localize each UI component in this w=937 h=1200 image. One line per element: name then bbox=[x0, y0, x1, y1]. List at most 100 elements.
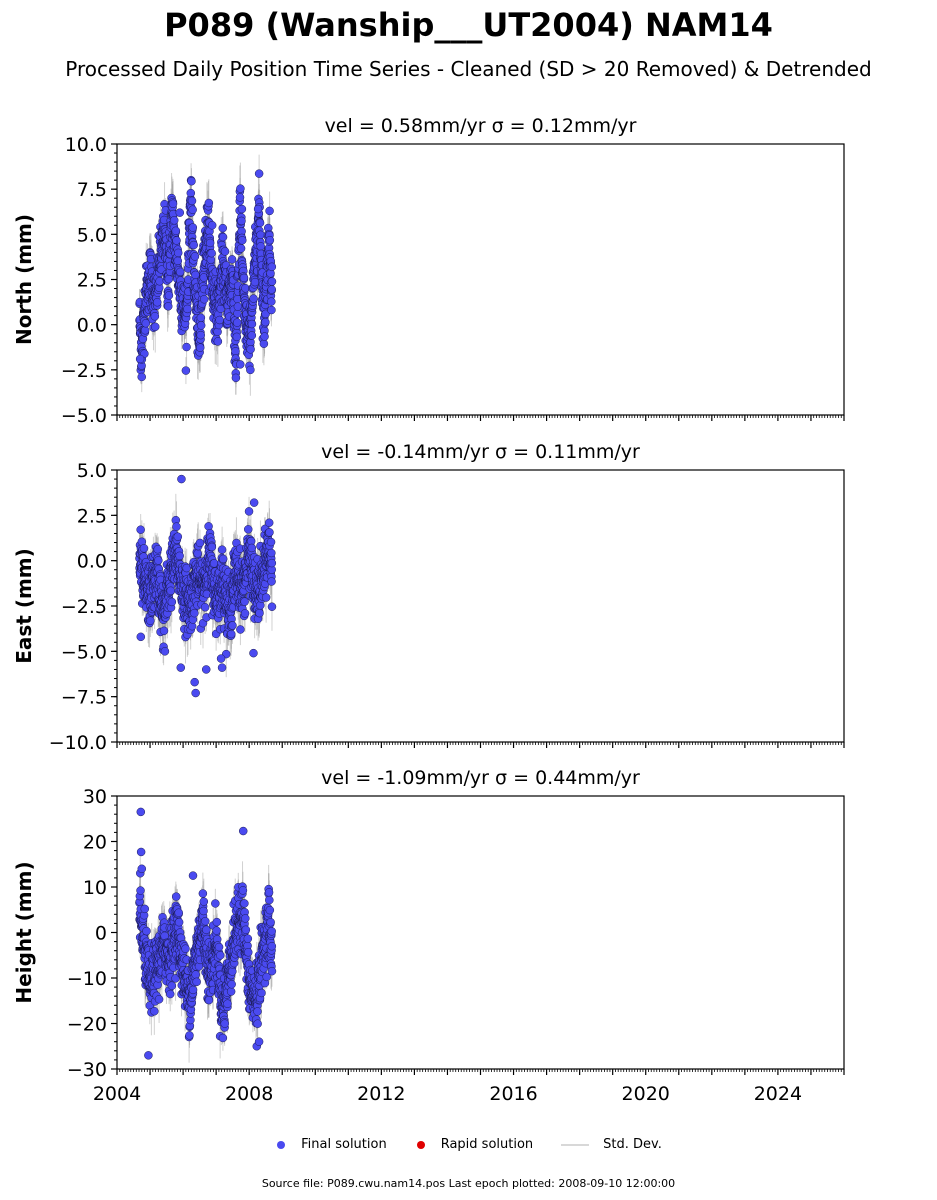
data-point bbox=[189, 240, 198, 250]
panel-0: vel = 0.58mm/yr σ = 0.12mm/yr North (mm) −… bbox=[12, 115, 845, 427]
data-point bbox=[249, 498, 259, 507]
data-point bbox=[239, 273, 249, 283]
data-point bbox=[196, 313, 206, 323]
data-point bbox=[247, 319, 257, 329]
panel-1: vel = -0.14mm/yr σ = 0.11mm/yr East (mm) −… bbox=[12, 441, 845, 754]
data-point bbox=[153, 544, 163, 554]
data-point bbox=[246, 365, 255, 375]
y-tick-label: 5.0 bbox=[77, 460, 107, 482]
data-point bbox=[215, 315, 224, 325]
data-point bbox=[183, 304, 192, 314]
data-point bbox=[235, 193, 245, 202]
data-point bbox=[267, 297, 276, 306]
data-point bbox=[218, 232, 228, 242]
final-solution-points bbox=[135, 169, 277, 383]
data-point bbox=[265, 528, 274, 537]
data-point bbox=[135, 354, 145, 364]
data-point bbox=[195, 343, 205, 352]
data-point bbox=[267, 277, 277, 286]
data-point bbox=[146, 616, 155, 625]
data-point bbox=[256, 230, 265, 240]
y-axis-label: Height (mm) bbox=[12, 861, 36, 1003]
data-point bbox=[190, 252, 200, 261]
data-point bbox=[253, 204, 263, 214]
data-point bbox=[217, 545, 227, 554]
data-point bbox=[256, 242, 265, 251]
data-point bbox=[207, 221, 217, 230]
data-point bbox=[190, 677, 199, 687]
panel-title: vel = -1.09mm/yr σ = 0.44mm/yr bbox=[321, 767, 640, 789]
data-point bbox=[160, 647, 170, 656]
data-point bbox=[217, 663, 227, 672]
data-point bbox=[261, 317, 270, 327]
data-point bbox=[159, 626, 169, 636]
final-solution-points bbox=[135, 474, 277, 698]
y-axis-label: North (mm) bbox=[12, 214, 36, 345]
data-point bbox=[190, 608, 199, 618]
data-point bbox=[261, 593, 271, 602]
data-point bbox=[181, 366, 191, 375]
data-point bbox=[188, 205, 197, 214]
data-point bbox=[227, 629, 236, 639]
data-point bbox=[137, 372, 146, 382]
data-point bbox=[267, 285, 276, 294]
data-point bbox=[172, 522, 181, 531]
data-point bbox=[186, 188, 196, 198]
data-point bbox=[264, 518, 274, 527]
data-point bbox=[231, 347, 240, 356]
data-point bbox=[196, 321, 206, 330]
data-point bbox=[172, 236, 181, 245]
y-tick-label: −5.0 bbox=[61, 405, 107, 427]
data-point bbox=[260, 332, 269, 341]
data-point bbox=[267, 262, 277, 272]
data-point bbox=[267, 548, 276, 558]
data-point bbox=[238, 236, 247, 245]
data-point bbox=[167, 597, 177, 607]
data-point bbox=[199, 294, 209, 304]
data-point bbox=[267, 577, 276, 586]
data-point bbox=[164, 274, 174, 284]
y-tick-label: −2.5 bbox=[61, 360, 107, 382]
data-point bbox=[228, 621, 237, 630]
data-point bbox=[176, 663, 186, 672]
data-point bbox=[204, 198, 214, 208]
y-tick-label: −2.5 bbox=[61, 596, 107, 618]
data-point bbox=[267, 602, 277, 611]
data-point bbox=[267, 305, 276, 315]
panel-title: vel = 0.58mm/yr σ = 0.12mm/yr bbox=[325, 115, 637, 137]
data-point bbox=[259, 339, 269, 348]
data-point bbox=[249, 648, 258, 658]
data-point bbox=[175, 208, 185, 217]
data-point bbox=[141, 319, 151, 328]
data-point bbox=[196, 330, 206, 340]
data-point bbox=[247, 331, 257, 340]
y-tick-label: 10.0 bbox=[65, 134, 107, 156]
data-point bbox=[169, 216, 179, 225]
panel-title: vel = -0.14mm/yr σ = 0.11mm/yr bbox=[321, 441, 640, 463]
data-point bbox=[244, 507, 254, 516]
data-point bbox=[232, 332, 242, 342]
data-point bbox=[139, 544, 149, 553]
data-point bbox=[173, 248, 183, 258]
data-point bbox=[254, 169, 264, 178]
data-point bbox=[177, 474, 186, 484]
data-point bbox=[193, 549, 202, 558]
y-axis-label: East (mm) bbox=[12, 548, 36, 664]
data-point bbox=[255, 608, 264, 618]
data-point bbox=[231, 373, 241, 383]
data-point bbox=[237, 216, 246, 226]
data-point bbox=[249, 294, 258, 303]
data-point bbox=[240, 609, 250, 618]
data-point bbox=[155, 276, 164, 286]
data-point bbox=[168, 199, 178, 209]
data-point bbox=[151, 322, 160, 332]
data-point bbox=[166, 586, 176, 596]
data-point bbox=[236, 625, 245, 634]
data-point bbox=[187, 176, 196, 186]
data-point bbox=[266, 537, 276, 547]
data-point bbox=[207, 542, 217, 552]
data-point bbox=[243, 525, 253, 534]
data-point bbox=[207, 248, 216, 258]
data-point bbox=[154, 556, 163, 565]
y-tick-label: −10.0 bbox=[49, 732, 107, 754]
